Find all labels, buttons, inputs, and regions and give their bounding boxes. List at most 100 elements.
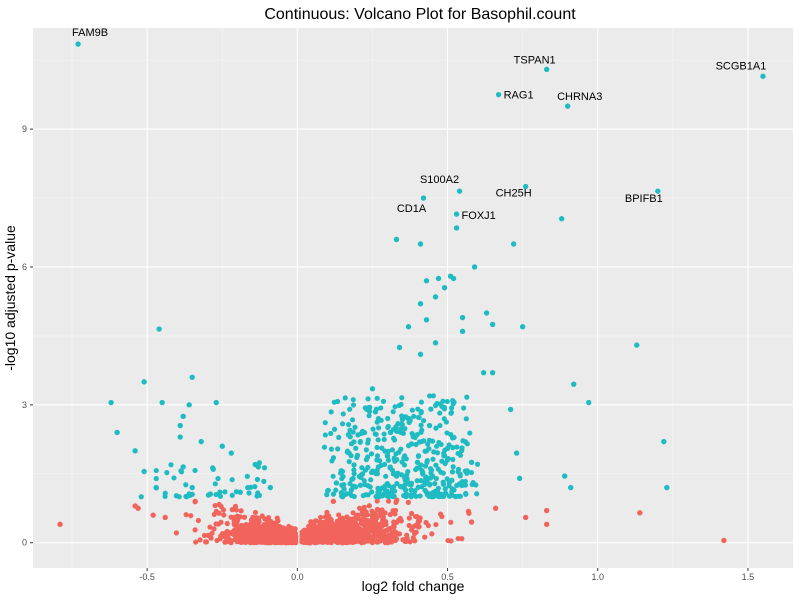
significant-point — [634, 342, 640, 348]
significant-point — [448, 405, 455, 411]
significant-point — [450, 464, 456, 470]
significant-point — [448, 409, 455, 416]
significant-point — [516, 475, 523, 482]
significant-point — [408, 494, 414, 500]
not-significant-point — [522, 514, 529, 521]
significant-point — [346, 459, 352, 465]
significant-point — [661, 438, 667, 445]
significant-point — [192, 467, 198, 474]
significant-point — [215, 475, 221, 482]
not-significant-point — [316, 526, 322, 532]
significant-point — [171, 475, 177, 481]
not-significant-point — [407, 539, 413, 545]
significant-point — [393, 473, 400, 479]
significant-point — [459, 447, 465, 454]
not-significant-point — [197, 537, 203, 543]
significant-point — [254, 476, 261, 483]
not-significant-point — [238, 526, 244, 533]
significant-point — [468, 469, 475, 476]
not-significant-point — [379, 507, 385, 513]
significant-point — [162, 490, 168, 496]
significant-point — [462, 468, 468, 474]
y-tick-label: 6 — [22, 262, 27, 272]
significant-point — [412, 488, 418, 494]
not-significant-point — [346, 537, 352, 543]
significant-point — [399, 459, 405, 465]
significant-point — [463, 490, 469, 497]
significant-point — [393, 236, 400, 243]
not-significant-point — [221, 512, 227, 518]
not-significant-point — [543, 507, 550, 514]
not-significant-point — [188, 513, 194, 519]
significant-point — [406, 415, 412, 422]
y-tick-label: 0 — [22, 538, 27, 548]
not-significant-point — [377, 521, 384, 528]
not-significant-point — [274, 539, 280, 545]
significant-point — [441, 404, 447, 410]
significant-point — [433, 462, 439, 468]
not-significant-point — [406, 522, 412, 529]
significant-point — [442, 460, 448, 467]
significant-point — [322, 432, 328, 438]
not-significant-point — [433, 521, 439, 528]
significant-point — [237, 489, 243, 495]
significant-point — [328, 409, 334, 415]
significant-point — [457, 473, 463, 479]
significant-point — [358, 430, 365, 436]
significant-point — [352, 424, 358, 430]
gene-label: FOXJ1 — [462, 210, 496, 222]
not-significant-point — [241, 514, 248, 520]
significant-point — [359, 465, 365, 471]
significant-point — [431, 493, 437, 500]
not-significant-point — [391, 537, 398, 543]
significant-point — [229, 477, 235, 483]
significant-point — [189, 374, 195, 380]
significant-point — [422, 487, 428, 493]
significant-point — [401, 492, 407, 499]
not-significant-point — [404, 532, 410, 538]
significant-point — [351, 467, 357, 473]
not-significant-point — [374, 498, 380, 504]
significant-point — [335, 398, 341, 405]
significant-point — [408, 441, 415, 447]
significant-point — [374, 444, 380, 451]
significant-point — [183, 482, 189, 488]
significant-point — [434, 443, 440, 449]
significant-point — [437, 410, 443, 416]
y-axis-ticks: 0 3 6 9 — [22, 124, 33, 548]
not-significant-point — [323, 524, 329, 530]
significant-point — [363, 457, 369, 463]
significant-point — [522, 183, 529, 190]
significant-point — [444, 398, 450, 405]
significant-point — [433, 425, 439, 431]
significant-point — [471, 264, 478, 270]
significant-point — [394, 480, 400, 487]
not-significant-point — [354, 512, 361, 518]
not-significant-point — [232, 503, 239, 509]
significant-point — [357, 482, 364, 488]
significant-point — [335, 446, 341, 452]
not-significant-point — [311, 537, 317, 543]
significant-point — [390, 435, 397, 442]
not-significant-point — [468, 519, 475, 525]
significant-point — [384, 452, 391, 459]
significant-point — [213, 399, 219, 406]
significant-point — [416, 414, 422, 421]
y-tick-label: 9 — [22, 124, 27, 134]
x-tick-label: 1.0 — [591, 572, 604, 582]
not-significant-point — [411, 531, 418, 537]
x-tick-label: 1.5 — [742, 572, 755, 582]
significant-point — [348, 487, 355, 493]
significant-point — [430, 393, 436, 399]
x-axis-ticks: -0.5 0.0 0.5 1.0 1.5 — [139, 568, 754, 582]
significant-point — [212, 481, 218, 487]
significant-point — [454, 444, 460, 450]
not-significant-point — [162, 514, 168, 521]
not-significant-point — [429, 531, 435, 537]
not-significant-point — [316, 538, 322, 544]
not-significant-point — [397, 515, 403, 522]
significant-point — [438, 469, 444, 475]
significant-point — [519, 324, 526, 330]
significant-point — [416, 439, 423, 445]
